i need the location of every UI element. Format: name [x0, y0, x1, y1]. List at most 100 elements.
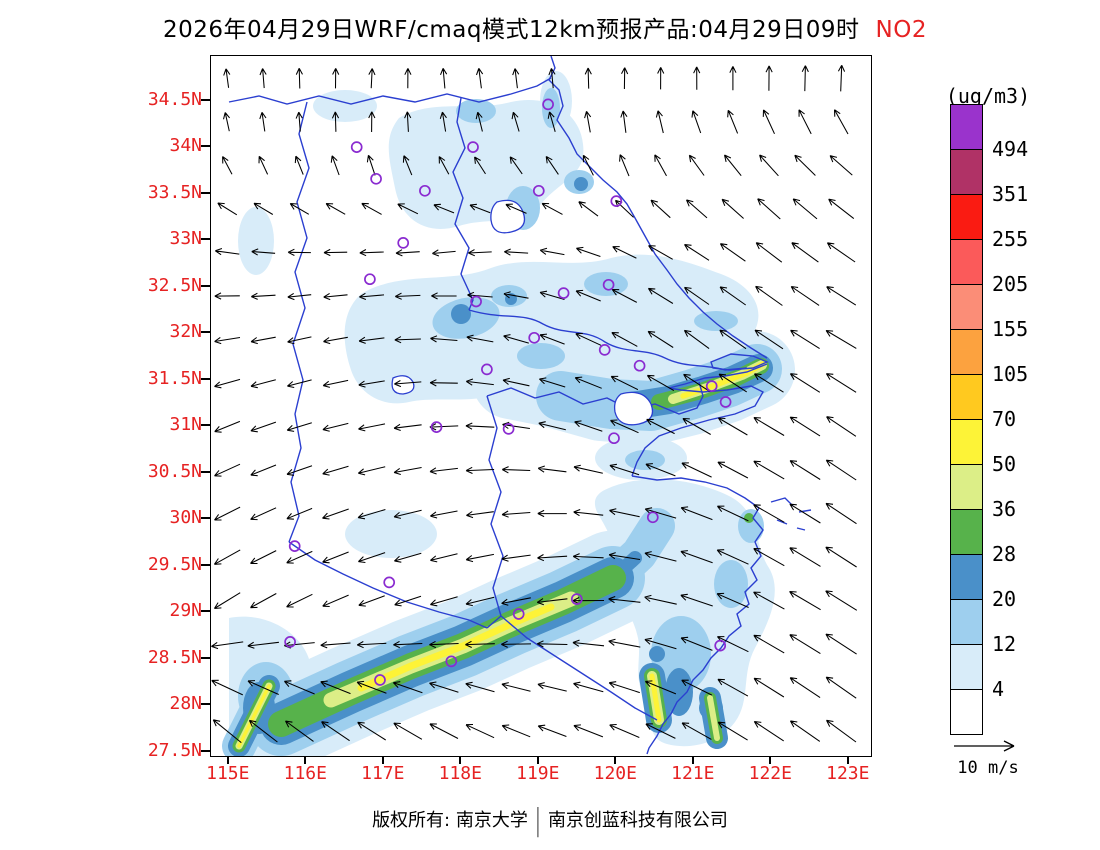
- lon-tick-label: 118E: [438, 763, 482, 784]
- station-marker: [350, 141, 363, 153]
- lon-tick-label: 123E: [826, 763, 870, 784]
- wind-arrows: [211, 64, 858, 744]
- station-marker: [598, 344, 611, 356]
- legend-color-swatch: [950, 149, 983, 195]
- lon-tick-mark: [769, 756, 772, 764]
- lat-tick-mark: [201, 145, 210, 148]
- station-marker: [374, 674, 386, 686]
- station-marker: [714, 639, 727, 652]
- lon-tick-label: 117E: [361, 763, 405, 784]
- lat-tick-label: 34N: [169, 135, 202, 157]
- legend-color-swatch: [950, 104, 983, 150]
- lat-tick-label: 30.5N: [147, 460, 202, 482]
- legend-color-swatch: [950, 329, 983, 375]
- lat-tick-label: 31.5N: [147, 367, 202, 389]
- station-marker: [542, 98, 554, 111]
- legend-value: 36: [992, 497, 1017, 521]
- title-main: 2026年04月29日WRF/cmaq模式12km预报产品:04月29日09时: [162, 17, 860, 43]
- border-wan-zhe: [486, 395, 504, 629]
- station-marker: [467, 141, 479, 153]
- lat-tick-label: 32.5N: [147, 274, 202, 296]
- legend-value: 12: [992, 632, 1017, 656]
- lon-tick-label: 119E: [516, 763, 560, 784]
- lat-tick-mark: [201, 610, 210, 613]
- copyright-footer: 版权所有: 南京大学 | 南京创蓝科技有限公司: [0, 803, 1100, 839]
- lat-tick-mark: [201, 703, 210, 706]
- station-marker: [284, 636, 296, 648]
- lat-tick-label: 29N: [169, 600, 202, 622]
- yangtze-south-bank: [631, 363, 768, 477]
- lat-tick-label: 27.5N: [147, 739, 202, 761]
- forecast-map: [211, 56, 858, 756]
- lon-tick-label: 122E: [748, 763, 792, 784]
- lat-tick-mark: [201, 331, 210, 334]
- legend-color-swatch: [950, 374, 983, 420]
- legend-value: 105: [992, 362, 1029, 386]
- lon-tick-label: 121E: [671, 763, 715, 784]
- station-marker: [481, 363, 493, 376]
- border-north: [228, 77, 552, 105]
- title-pollutant: NO2: [875, 17, 927, 43]
- lake-taihu: [613, 391, 654, 426]
- lat-tick-mark: [201, 749, 210, 752]
- lat-tick-mark: [201, 656, 210, 659]
- lat-tick-mark: [201, 517, 210, 520]
- station-marker: [383, 576, 396, 589]
- legend-value: 20: [992, 587, 1017, 611]
- station-marker: [502, 423, 515, 435]
- station-marker: [512, 608, 525, 620]
- station-marker: [364, 273, 376, 286]
- copyright-owner: 版权所有: 南京大学: [372, 810, 528, 831]
- station-marker: [602, 278, 615, 291]
- station-marker: [646, 511, 659, 524]
- lat-tick-mark: [201, 238, 210, 241]
- lat-tick-label: 28.5N: [147, 646, 202, 668]
- border-zhe-min: [500, 615, 658, 721]
- station-marker: [532, 184, 545, 197]
- page-title: 2026年04月29日WRF/cmaq模式12km预报产品:04月29日09时 N…: [0, 10, 1090, 44]
- wind-scale: 10 m/s: [948, 736, 1028, 782]
- lat-tick-label: 31N: [169, 414, 202, 436]
- station-marker: [419, 184, 431, 197]
- lat-tick-label: 28N: [169, 693, 202, 715]
- wind-vector-layer: [211, 64, 858, 744]
- coastline: [548, 56, 768, 359]
- station-marker: [608, 432, 620, 445]
- legend-value: 351: [992, 182, 1029, 206]
- yangtze-river: [468, 309, 748, 371]
- wind-scale-arrow-icon: [954, 740, 1015, 752]
- legend-value: 28: [992, 542, 1017, 566]
- station-marker: [445, 655, 458, 668]
- lon-tick-label: 116E: [283, 763, 327, 784]
- legend-color-swatch: [950, 284, 983, 330]
- station-marker-layer: [284, 98, 732, 686]
- lat-tick-label: 32N: [169, 321, 202, 343]
- station-marker: [557, 287, 570, 299]
- legend-color-swatch: [950, 419, 983, 465]
- station-marker: [610, 195, 623, 207]
- lat-tick-label: 33N: [169, 228, 202, 250]
- lon-tick-mark: [846, 756, 849, 764]
- border-west: [288, 101, 310, 543]
- lat-tick-mark: [201, 563, 210, 566]
- lake-chaohu: [391, 375, 415, 395]
- lat-tick-mark: [201, 377, 210, 380]
- legend-value: 50: [992, 452, 1017, 476]
- footer-separator: |: [534, 802, 541, 839]
- lat-tick-label: 30N: [169, 507, 202, 529]
- station-marker: [430, 421, 443, 433]
- legend-value: 205: [992, 272, 1029, 296]
- lat-tick-label: 29.5N: [147, 553, 202, 575]
- map-plot-area: [210, 55, 872, 757]
- lat-tick-label: 33.5N: [147, 181, 202, 203]
- lat-tick-label: 34.5N: [147, 88, 202, 110]
- lat-tick-mark: [201, 424, 210, 427]
- legend-value: 70: [992, 407, 1017, 431]
- legend-color-swatch: [950, 599, 983, 645]
- legend-color-swatch: [950, 239, 983, 285]
- legend-color-swatch: [950, 509, 983, 555]
- lon-tick-label: 120E: [593, 763, 637, 784]
- lon-tick-mark: [459, 756, 462, 764]
- legend-color-swatch: [950, 194, 983, 240]
